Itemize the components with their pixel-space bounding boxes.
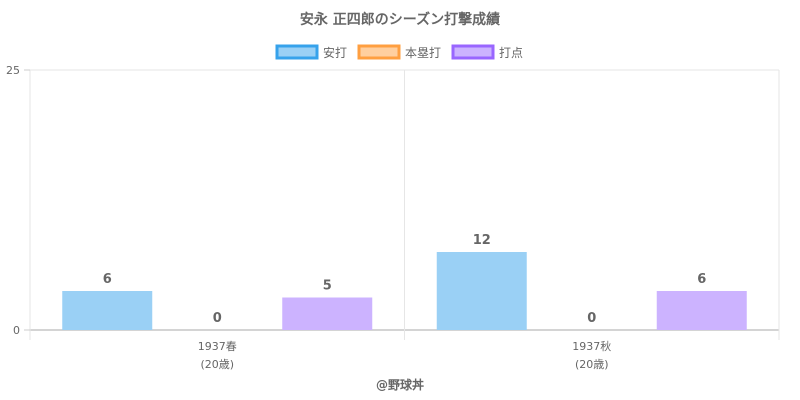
legend-label: 打点 <box>499 46 523 60</box>
data-label: 12 <box>473 233 491 248</box>
x-axis: 1937春 (20歳) 1937秋 (20歳) <box>198 339 612 371</box>
data-label: 0 <box>587 311 596 326</box>
legend: 安打 本塁打 打点 <box>275 44 523 60</box>
legend-swatch <box>451 44 495 60</box>
data-label: 6 <box>103 272 112 287</box>
data-label: 0 <box>213 311 222 326</box>
x-tick-sublabel: (20歳) <box>200 358 234 371</box>
legend-label: 安打 <box>323 45 347 60</box>
data-label: 6 <box>697 272 706 287</box>
bar <box>282 297 373 330</box>
bar <box>656 291 747 330</box>
x-tick-label: 1937春 <box>198 340 237 353</box>
data-labels: 6 0 5 12 0 6 <box>103 233 707 326</box>
bar <box>62 291 153 330</box>
y-axis: 0 25 <box>6 64 30 337</box>
x-tick-label: 1937秋 <box>572 339 611 353</box>
y-tick-label: 0 <box>13 324 20 337</box>
legend-swatch <box>275 44 319 60</box>
y-tick-label: 25 <box>6 64 20 77</box>
legend-swatch <box>357 44 401 60</box>
watermark-text: @野球丼 <box>376 377 424 392</box>
legend-label: 本塁打 <box>405 46 441 60</box>
data-label: 5 <box>323 279 332 294</box>
chart-title: 安永 正四郎のシーズン打撃成績 <box>300 11 500 28</box>
x-tick-sublabel: (20歳) <box>575 358 609 371</box>
bar <box>436 252 527 330</box>
bars <box>62 252 747 330</box>
